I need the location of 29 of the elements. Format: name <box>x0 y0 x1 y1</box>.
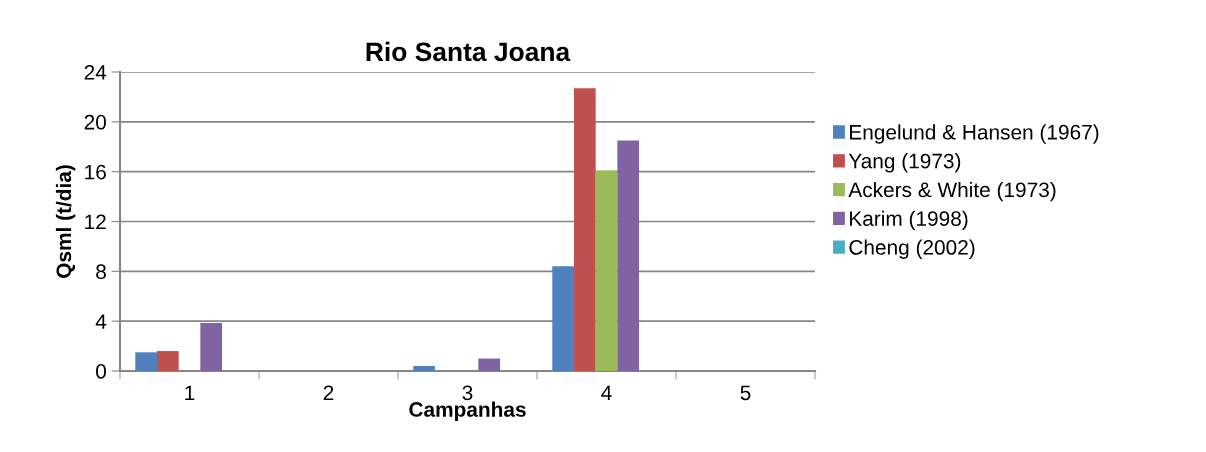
legend-label: Ackers & White (1973) <box>848 181 1056 202</box>
bar <box>478 358 501 371</box>
bar <box>573 88 596 371</box>
bar <box>156 351 179 371</box>
y-tick-label: 8 <box>96 264 106 280</box>
y-tick-label: 12 <box>85 214 106 230</box>
bar <box>617 140 640 371</box>
y-tick-label: 24 <box>84 65 107 80</box>
x-tick-label: 2 <box>323 385 334 400</box>
y-tick-label: 0 <box>96 364 106 379</box>
bar <box>135 352 157 371</box>
y-axis-title: Qsml (t/dia) <box>55 165 76 278</box>
bar <box>413 366 435 371</box>
legend-label: Engelund & Hansen (1967) <box>850 124 1099 144</box>
y-tick-label: 16 <box>85 164 106 180</box>
legend-label: Yang (1973) <box>848 153 961 173</box>
x-tick-label: 5 <box>740 385 751 401</box>
x-axis-title: Campanhas <box>409 401 526 421</box>
x-tick-label: 3 <box>462 385 473 401</box>
legend-label: Karim (1998) <box>850 210 968 231</box>
bar <box>200 323 223 371</box>
y-tick-label: 20 <box>84 114 106 130</box>
chart-title: Rio Santa Joana <box>366 41 571 62</box>
bar <box>595 170 618 371</box>
x-tick-label: 1 <box>185 385 195 400</box>
x-tick-label: 4 <box>601 385 612 400</box>
legend-label: Cheng (2002) <box>849 239 975 259</box>
bar <box>552 266 574 371</box>
y-tick-label: 4 <box>95 314 107 329</box>
